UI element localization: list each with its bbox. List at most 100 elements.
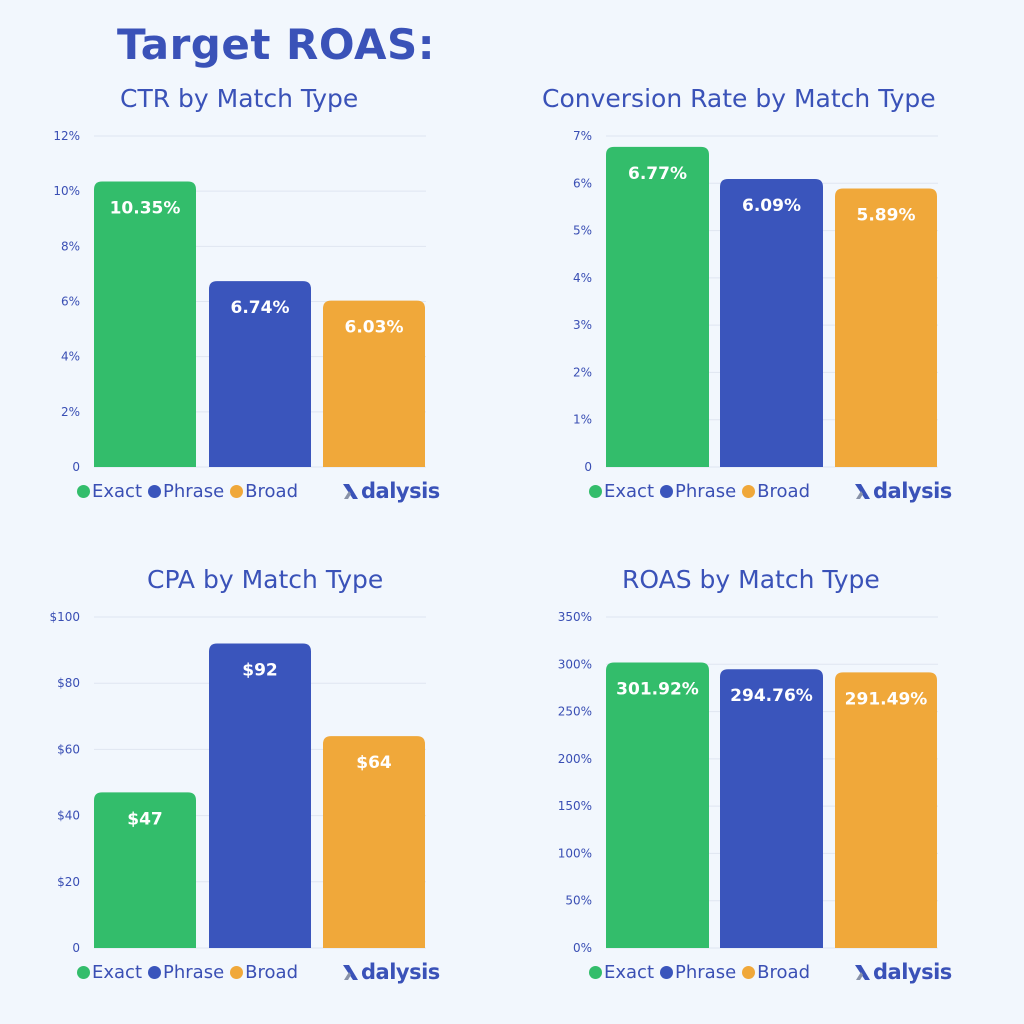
chart-title-cpa: CPA by Match Type (147, 565, 384, 594)
adalysis-a-icon (343, 484, 358, 499)
y-tick-label: 6% (61, 295, 80, 309)
legend-dot-phrase (660, 966, 674, 979)
y-tick-label: 7% (573, 129, 592, 143)
legend-dot-broad (230, 485, 244, 498)
adalysis-a-icon (855, 484, 870, 499)
legend-item-phrase: Phrase (148, 481, 224, 502)
logo-text: dalysis (361, 479, 440, 503)
legend-dot-exact (589, 485, 602, 498)
adalysis-logo: dalysis (343, 479, 440, 503)
legend-item-exact: Exact (77, 962, 142, 983)
legend-label-phrase: Phrase (163, 481, 225, 502)
y-tick-label: 200% (558, 752, 592, 766)
y-tick-label: 10% (53, 184, 80, 198)
legend-label-exact: Exact (92, 962, 143, 983)
legend-item-broad: Broad (230, 481, 298, 502)
legend-label-exact: Exact (92, 481, 143, 502)
bar-phrase (209, 643, 311, 948)
bar-phrase (209, 281, 311, 467)
legend-item-phrase: Phrase (148, 962, 224, 983)
legend-label-phrase: Phrase (675, 481, 737, 502)
adalysis-logo: dalysis (855, 479, 952, 503)
legend-dot-exact (77, 966, 90, 979)
legend-dot-phrase (148, 966, 162, 979)
bar-exact (606, 146, 709, 467)
legend-item-phrase: Phrase (660, 481, 736, 502)
legend-label-exact: Exact (604, 962, 655, 983)
legend-dot-phrase (660, 485, 674, 498)
legend-label-exact: Exact (604, 481, 655, 502)
adalysis-a-icon (343, 965, 358, 980)
adalysis-a-icon (855, 965, 870, 980)
y-tick-label: 0% (573, 941, 592, 955)
logo-text: dalysis (873, 960, 952, 984)
y-tick-label: 2% (573, 365, 592, 379)
y-tick-label: 3% (573, 318, 592, 332)
y-tick-label: 0 (584, 460, 592, 474)
y-tick-label: 6% (573, 176, 592, 190)
bar-value-label: 6.03% (345, 318, 404, 338)
adalysis-logo: dalysis (343, 960, 440, 984)
y-tick-label: $40 (57, 809, 80, 823)
legend-item-broad: Broad (742, 962, 810, 983)
bar-broad (323, 300, 425, 467)
bar-exact (94, 792, 196, 948)
y-tick-label: $60 (57, 742, 80, 756)
y-tick-label: 100% (558, 846, 592, 860)
y-tick-label: 1% (573, 413, 592, 427)
bar-value-label: $92 (242, 660, 278, 680)
legend-item-exact: Exact (77, 481, 142, 502)
legend-dot-broad (230, 966, 244, 979)
y-tick-label: 0 (72, 941, 80, 955)
y-tick-label: 5% (573, 224, 592, 238)
chart-title-roas: ROAS by Match Type (622, 565, 880, 594)
y-tick-label: 12% (53, 129, 80, 143)
bar-value-label: 6.77% (628, 164, 687, 184)
legend-item-phrase: Phrase (660, 962, 736, 983)
y-tick-label: 50% (565, 894, 592, 908)
legend-dot-exact (589, 966, 602, 979)
bar-value-label: 5.89% (857, 205, 916, 225)
y-tick-label: $20 (57, 875, 80, 889)
legend-item-exact: Exact (589, 481, 654, 502)
legend-label-phrase: Phrase (163, 962, 225, 983)
legend-conversion-rate: Exact Phrase Broad (589, 481, 816, 502)
legend-label-broad: Broad (757, 962, 810, 983)
bar-broad (835, 188, 937, 468)
y-tick-label: 4% (61, 350, 80, 364)
y-tick-label: 4% (573, 271, 592, 285)
legend-item-broad: Broad (230, 962, 298, 983)
page-title: Target ROAS: (117, 20, 436, 69)
legend-label-broad: Broad (245, 962, 298, 983)
bar-exact (94, 181, 196, 467)
legend-item-broad: Broad (742, 481, 810, 502)
y-tick-label: 350% (558, 610, 592, 624)
y-tick-label: 300% (558, 657, 592, 671)
chart-title-conversion-rate: Conversion Rate by Match Type (542, 84, 936, 113)
bar-value-label: $64 (356, 753, 392, 773)
bar-exact (606, 662, 709, 948)
bar-phrase (720, 669, 823, 948)
bar-value-label: 301.92% (616, 679, 699, 699)
legend-dot-exact (77, 485, 90, 498)
bar-value-label: $47 (127, 809, 163, 829)
legend-label-broad: Broad (245, 481, 298, 502)
logo-text: dalysis (873, 479, 952, 503)
legend-dot-broad (742, 966, 756, 979)
bar-broad (835, 672, 937, 948)
legend-dot-broad (742, 485, 756, 498)
bar-broad (323, 736, 425, 948)
bar-value-label: 10.35% (110, 199, 181, 219)
legend-cpa: Exact Phrase Broad (77, 962, 304, 983)
bar-value-label: 6.74% (231, 298, 290, 318)
y-tick-label: 8% (61, 239, 80, 253)
y-tick-label: 150% (558, 799, 592, 813)
legend-label-broad: Broad (757, 481, 810, 502)
y-tick-label: $100 (49, 610, 80, 624)
legend-roas: Exact Phrase Broad (589, 962, 816, 983)
chart-title-ctr: CTR by Match Type (120, 84, 359, 113)
